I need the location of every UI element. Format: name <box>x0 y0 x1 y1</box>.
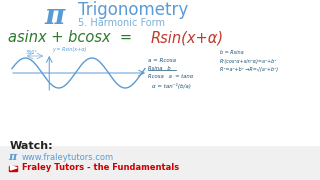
Text: b = Rsina: b = Rsina <box>220 50 244 55</box>
Text: 360°: 360° <box>26 50 38 55</box>
Text: R²(cos²α+sin²α)=a²+b²: R²(cos²α+sin²α)=a²+b² <box>220 58 277 64</box>
Text: α = tan⁻¹(b/a): α = tan⁻¹(b/a) <box>152 83 191 89</box>
Polygon shape <box>11 165 17 170</box>
Text: Rsin(x+α): Rsin(x+α) <box>151 30 224 46</box>
Text: π: π <box>8 152 16 163</box>
Text: Rcosa   a  = tanα: Rcosa a = tanα <box>148 73 193 78</box>
Bar <box>0 0 320 145</box>
Text: Rsina   b: Rsina b <box>148 66 171 71</box>
Text: y = Rsin(x+α): y = Rsin(x+α) <box>52 47 87 52</box>
Text: 5. Harmonic Form: 5. Harmonic Form <box>78 18 165 28</box>
Text: Trigonometry: Trigonometry <box>78 1 188 19</box>
Bar <box>9 165 17 171</box>
Text: a = Rcosa: a = Rcosa <box>148 57 176 62</box>
Text: π: π <box>45 3 65 30</box>
Text: R²=a²+b² →R=√(a²+b²): R²=a²+b² →R=√(a²+b²) <box>220 68 278 73</box>
Text: asinx + bcosx  =: asinx + bcosx = <box>8 30 141 46</box>
Text: www.fraleytutors.com: www.fraleytutors.com <box>22 152 114 161</box>
Text: Watch:: Watch: <box>10 141 54 151</box>
Text: Fraley Tutors - the Fundamentals: Fraley Tutors - the Fundamentals <box>22 163 179 172</box>
